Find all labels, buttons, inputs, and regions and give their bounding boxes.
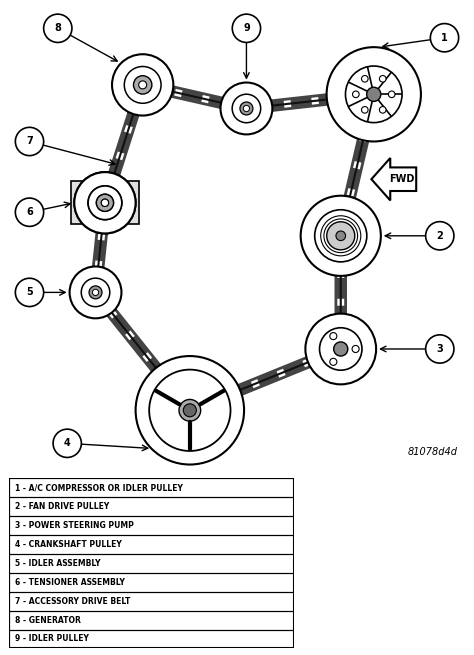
Bar [103, 189, 113, 198]
Circle shape [243, 105, 249, 111]
Text: 7: 7 [26, 136, 33, 147]
Bar [9, 535, 294, 554]
Circle shape [53, 429, 82, 457]
Circle shape [379, 107, 386, 113]
Text: 81078d4d: 81078d4d [408, 447, 457, 457]
Bar [9, 629, 294, 648]
Circle shape [346, 66, 402, 122]
Circle shape [220, 83, 273, 134]
Circle shape [15, 278, 44, 307]
Text: 3: 3 [437, 344, 443, 354]
Circle shape [15, 127, 44, 156]
Circle shape [426, 335, 454, 363]
Circle shape [305, 314, 376, 384]
Bar [9, 516, 294, 535]
Text: 9: 9 [243, 24, 250, 33]
Circle shape [362, 75, 368, 82]
Circle shape [74, 172, 136, 233]
Circle shape [336, 231, 346, 240]
Text: 4 - CRANKSHAFT PULLEY: 4 - CRANKSHAFT PULLEY [15, 540, 122, 549]
Circle shape [240, 102, 253, 115]
Circle shape [379, 75, 386, 82]
Bar [9, 591, 294, 610]
Circle shape [124, 67, 161, 103]
Circle shape [149, 369, 230, 451]
Circle shape [88, 186, 122, 219]
Circle shape [319, 328, 362, 370]
Circle shape [101, 199, 109, 206]
Polygon shape [372, 158, 416, 200]
Circle shape [92, 290, 99, 295]
Circle shape [81, 278, 110, 307]
Text: 9 - IDLER PULLEY: 9 - IDLER PULLEY [15, 635, 89, 643]
Circle shape [136, 356, 244, 464]
Text: 5: 5 [26, 288, 33, 297]
Circle shape [327, 47, 421, 141]
Circle shape [134, 76, 152, 94]
Text: 3 - POWER STEERING PUMP: 3 - POWER STEERING PUMP [15, 521, 134, 530]
Circle shape [330, 358, 337, 365]
Text: 8 - GENERATOR: 8 - GENERATOR [15, 616, 81, 625]
Circle shape [96, 194, 114, 212]
Circle shape [183, 403, 196, 417]
Circle shape [352, 345, 359, 352]
Text: 8: 8 [55, 24, 61, 33]
Text: 4: 4 [64, 438, 71, 448]
Circle shape [301, 196, 381, 276]
Circle shape [179, 400, 201, 421]
Bar [103, 208, 113, 217]
Text: 2 - FAN DRIVE PULLEY: 2 - FAN DRIVE PULLEY [15, 502, 109, 511]
Circle shape [232, 94, 261, 122]
Bar [71, 181, 139, 224]
Circle shape [70, 267, 121, 318]
Circle shape [330, 333, 337, 340]
Circle shape [367, 87, 381, 102]
Circle shape [315, 210, 367, 262]
Bar [9, 497, 294, 516]
Circle shape [44, 14, 72, 43]
Bar [82, 198, 91, 208]
Text: 1: 1 [441, 33, 448, 43]
Bar [9, 478, 294, 497]
Circle shape [89, 286, 102, 299]
Text: 6: 6 [26, 207, 33, 217]
Bar [9, 554, 294, 572]
Text: 5 - IDLER ASSEMBLY: 5 - IDLER ASSEMBLY [15, 559, 100, 568]
Bar [9, 610, 294, 629]
Text: 2: 2 [437, 231, 443, 241]
Circle shape [388, 91, 395, 98]
Circle shape [96, 194, 114, 212]
Circle shape [232, 14, 261, 43]
Text: 7 - ACCESSORY DRIVE BELT: 7 - ACCESSORY DRIVE BELT [15, 597, 130, 606]
Text: 6 - TENSIONER ASSEMBLY: 6 - TENSIONER ASSEMBLY [15, 578, 125, 587]
Circle shape [74, 172, 136, 233]
Text: 1 - A/C COMPRESSOR OR IDLER PULLEY: 1 - A/C COMPRESSOR OR IDLER PULLEY [15, 483, 183, 492]
Circle shape [430, 24, 459, 52]
Circle shape [327, 222, 355, 250]
Circle shape [139, 81, 146, 89]
Circle shape [334, 342, 348, 356]
Text: FWD: FWD [389, 174, 415, 184]
Circle shape [426, 221, 454, 250]
Circle shape [353, 91, 359, 98]
Circle shape [112, 54, 173, 115]
Circle shape [15, 198, 44, 227]
Bar [9, 572, 294, 591]
Circle shape [88, 186, 122, 219]
Circle shape [362, 107, 368, 113]
Circle shape [101, 199, 109, 206]
